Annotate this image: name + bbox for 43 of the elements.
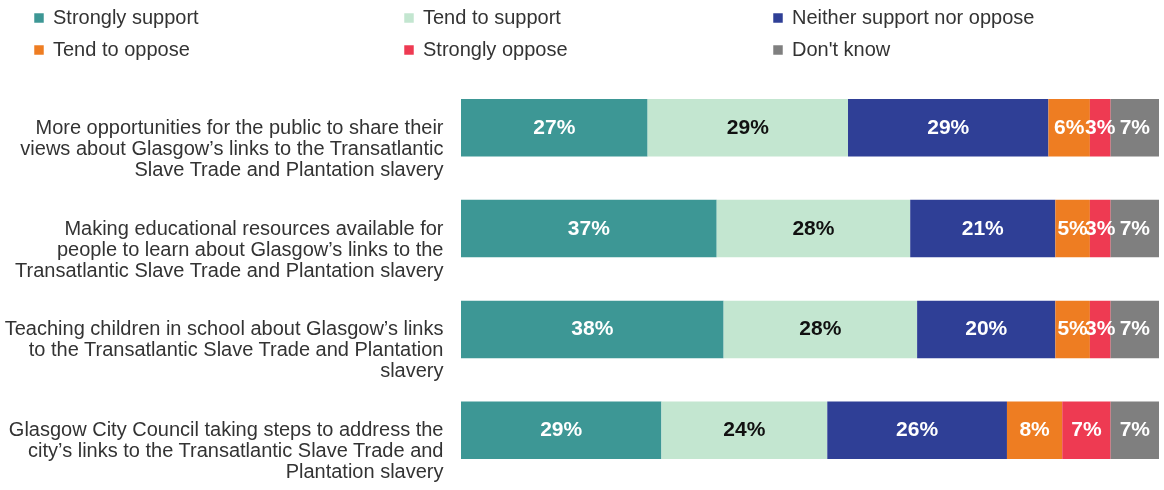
y-tick-label: More opportunities for the public to share their views about Glasgow’s links to the Transatlantic Slave Trade and Plantation slavery [20, 115, 444, 180]
data-label: 38% [571, 316, 614, 340]
y-tick-label: Teaching children in school about Glasgow’s links to the Transatlantic Slave Trade and Plantation slavery [4, 317, 444, 382]
legend-label: Tend to oppose [53, 38, 190, 60]
data-label: 8% [1019, 417, 1051, 441]
data-label: 28% [799, 316, 842, 340]
data-label: 29% [726, 114, 770, 138]
y-tick-label: Making educational resources available for people to learn about Glasgow’s links to the Transatlantic Slave Trade and Plantation slavery [15, 216, 444, 281]
bar [910, 199, 1056, 258]
legend-label: Don't know [792, 38, 891, 60]
data-label: 29% [540, 417, 583, 441]
legend-label: Strongly support [53, 6, 200, 28]
bar [461, 99, 648, 157]
bar [1062, 401, 1111, 459]
data-label: 7% [1119, 114, 1151, 138]
bar [461, 199, 717, 258]
data-label: 29% [927, 114, 970, 138]
bar [661, 401, 828, 459]
legend-label: Strongly oppose [423, 38, 568, 60]
legend-label: Tend to support [423, 6, 562, 28]
bar [723, 300, 918, 359]
bar [827, 401, 1007, 459]
bar [917, 300, 1056, 359]
data-label: 27% [533, 114, 576, 138]
y-tick-label: Glasgow City Council taking steps to address the city’s links to the Transatlantic Slave Trade and Plantation slavery [8, 418, 444, 483]
bar [1110, 401, 1159, 459]
data-label: 37% [567, 215, 611, 239]
data-label: 21% [961, 215, 1005, 239]
data-label: 7% [1119, 215, 1151, 239]
data-label: 24% [723, 417, 766, 441]
legend-label: Neither support nor oppose [792, 6, 1035, 28]
data-label: 7% [1119, 417, 1151, 441]
bar [716, 199, 911, 258]
data-label: 7% [1071, 417, 1102, 441]
data-label: 7% [1119, 316, 1151, 340]
data-label: 6% [1053, 114, 1085, 138]
bar [848, 99, 1049, 157]
bar [461, 401, 662, 459]
data-label: 20% [965, 316, 1008, 340]
bar [647, 99, 849, 157]
data-label: 26% [896, 417, 939, 441]
data-label: 28% [792, 215, 835, 239]
bar [461, 300, 724, 359]
